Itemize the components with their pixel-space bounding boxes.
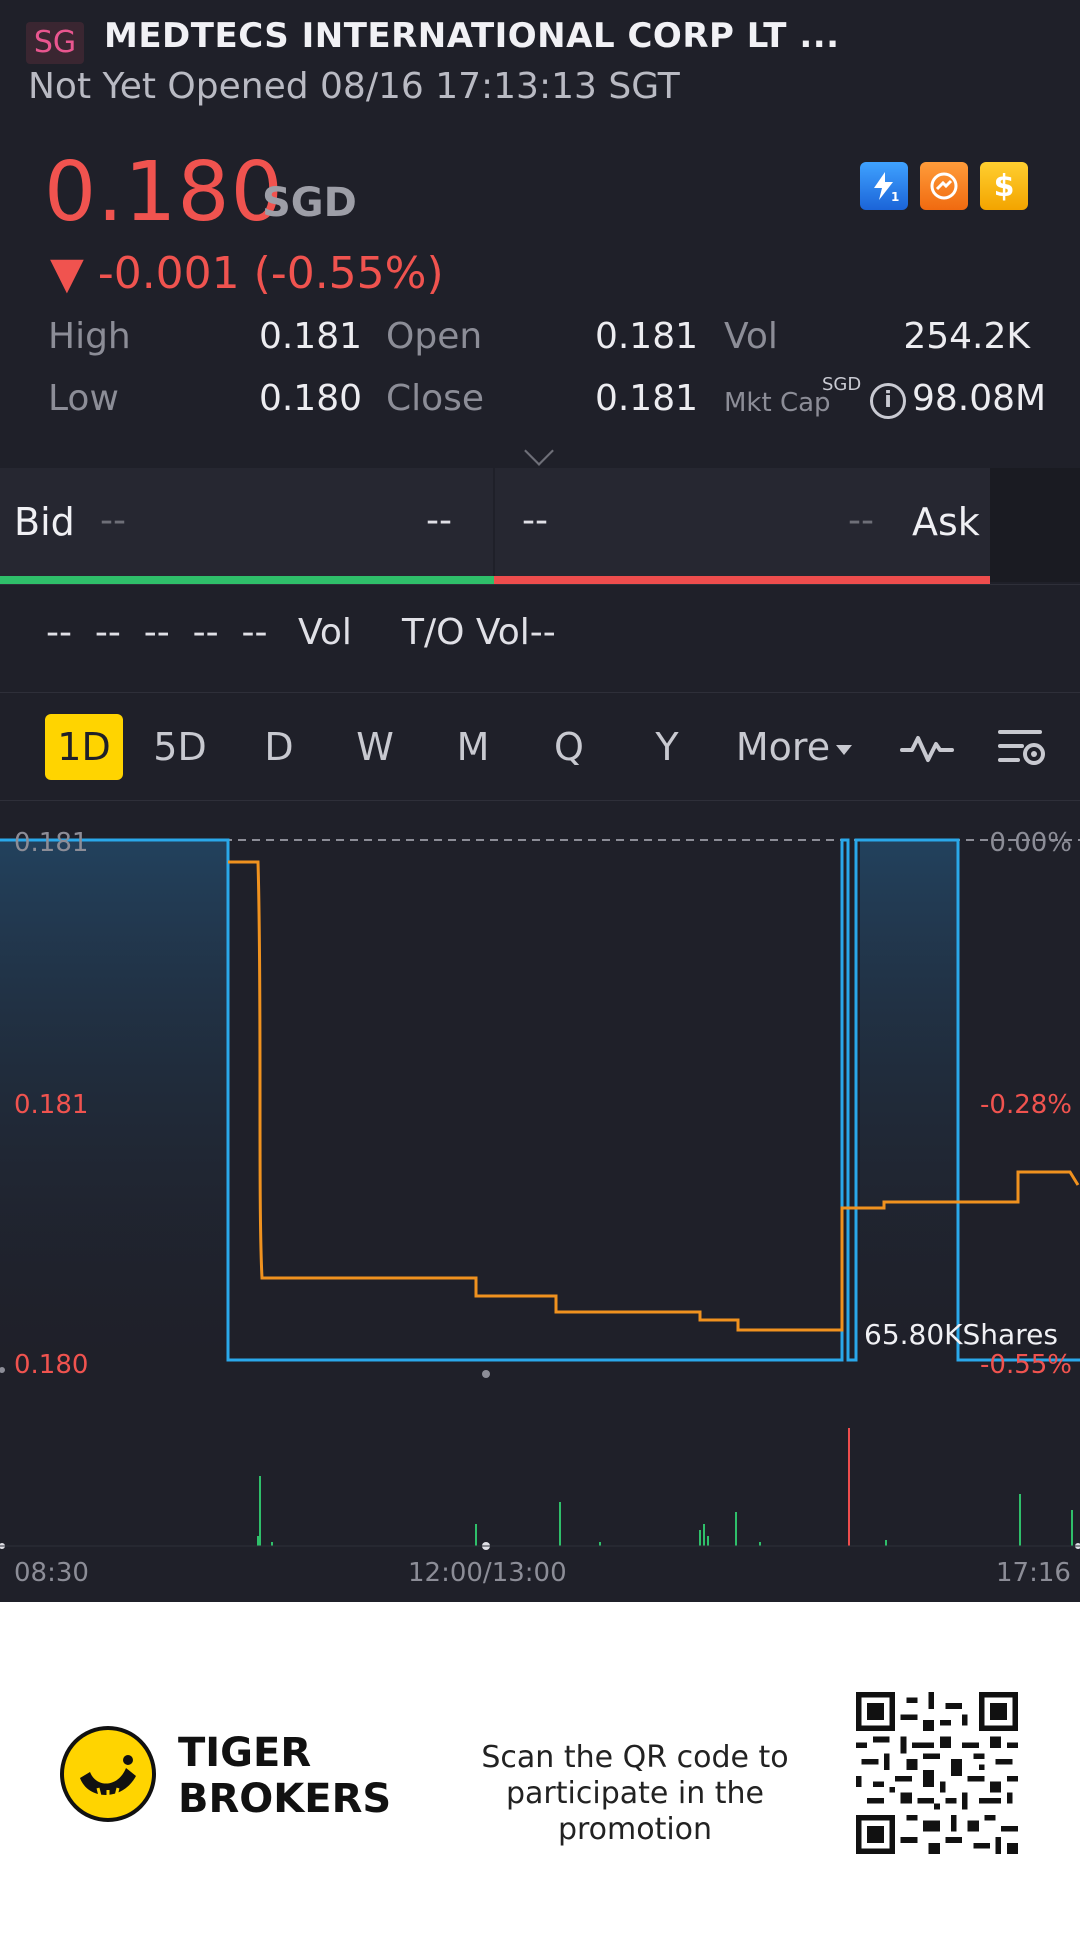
y-left-label-mid: 0.181 — [14, 1090, 89, 1120]
mktcap-label: Mkt Cap — [724, 388, 831, 418]
brand-line-2: BROKERS — [178, 1776, 392, 1822]
mktcap-currency: SGD — [822, 374, 862, 395]
bid-ask-edge — [990, 468, 1080, 582]
bid-bar — [0, 576, 494, 584]
bid-ask-panel — [0, 468, 990, 582]
axis-dot — [0, 1367, 5, 1373]
tab-5d[interactable]: 5D — [153, 725, 207, 769]
high-label: High — [48, 316, 131, 357]
x-label-open: 08:30 — [14, 1558, 89, 1588]
price-currency: SGD — [262, 180, 357, 226]
divider — [0, 692, 1080, 693]
caret-down-icon — [836, 744, 853, 755]
volume-bars — [257, 1428, 1073, 1546]
x-label-midday: 12:00/13:00 — [408, 1558, 567, 1588]
chevron-down-icon[interactable] — [524, 436, 554, 466]
price-fill-2 — [860, 840, 958, 1360]
last-price: 0.180 — [44, 145, 284, 240]
stock-name: MEDTECS INTERNATIONAL CORP LT ... — [104, 16, 840, 56]
promo-text: Scan the QR code to participate in the p… — [440, 1740, 830, 1848]
ask-price: -- — [848, 500, 874, 541]
bid-size: -- — [426, 500, 452, 541]
tab-q[interactable]: Q — [554, 725, 584, 769]
tab-m[interactable]: M — [456, 725, 490, 769]
bid-label: Bid — [14, 500, 75, 544]
price-change: ▼ -0.001 (-0.55%) — [50, 248, 444, 299]
dollar-icon[interactable]: $ — [980, 162, 1028, 210]
promo-line-1: Scan the QR code to — [481, 1740, 789, 1775]
svg-text:1: 1 — [891, 190, 899, 203]
qr-code[interactable] — [856, 1692, 1018, 1854]
close-label: Close — [386, 378, 485, 419]
trades-dashes: -- -- -- -- -- — [46, 612, 268, 653]
bid-ask-divider — [493, 468, 495, 576]
y-right-label-bottom: -0.55% — [980, 1350, 1072, 1380]
intraday-chart[interactable] — [0, 800, 1080, 1600]
divider — [0, 800, 1080, 801]
flash-1-icon[interactable]: 1 — [860, 162, 908, 210]
high-value: 0.181 — [258, 316, 362, 357]
market-badge: SG — [26, 22, 84, 64]
market-status: Not Yet Opened 08/16 17:13:13 SGT — [28, 66, 680, 107]
brand-line-1: TIGER — [178, 1730, 312, 1776]
open-label: Open — [386, 316, 483, 357]
close-value: 0.181 — [594, 378, 698, 419]
low-value: 0.180 — [258, 378, 362, 419]
low-label: Low — [48, 378, 119, 419]
open-value: 0.181 — [594, 316, 698, 357]
tiger-logo — [60, 1726, 156, 1822]
chart-settings-icon[interactable] — [996, 724, 1048, 776]
tab-d[interactable]: D — [264, 725, 294, 769]
average-line — [228, 860, 1080, 1332]
bid-price: -- — [100, 500, 126, 541]
price-fill-1 — [0, 840, 228, 1360]
indicator-icon[interactable] — [898, 726, 956, 772]
tab-y[interactable]: Y — [655, 725, 679, 769]
tab-more-label: More — [735, 725, 831, 769]
divider — [0, 584, 1080, 585]
y-left-label-bottom: 0.180 — [14, 1350, 89, 1380]
ask-bar — [494, 576, 990, 584]
trades-to-vol: T/O Vol-- — [402, 612, 556, 653]
ask-size: -- — [522, 500, 548, 541]
mktcap-value: 98.08M — [912, 378, 1047, 419]
vol-label: Vol — [724, 316, 778, 357]
trades-vol-label: Vol — [298, 612, 352, 653]
brand-name: TIGER BROKERS — [178, 1730, 391, 1822]
swap-icon[interactable] — [920, 162, 968, 210]
axis-dot — [482, 1370, 490, 1378]
price-line — [0, 838, 1080, 1362]
x-label-close: 17:16 — [996, 1558, 1071, 1588]
vol-value: 254.2K — [903, 316, 1030, 357]
y-left-label-top: 0.181 — [14, 828, 89, 858]
y-right-label-top: 0.00% — [989, 828, 1072, 858]
promo-line-2: participate in the promotion — [506, 1776, 764, 1847]
tab-w[interactable]: W — [356, 725, 394, 769]
y-right-label-mid: -0.28% — [980, 1090, 1072, 1120]
volume-annotation: 65.80KShares — [864, 1318, 1058, 1351]
info-icon[interactable]: i — [870, 383, 906, 419]
ask-label: Ask — [912, 500, 980, 544]
tab-1d[interactable]: 1D — [45, 714, 123, 780]
tab-more[interactable]: More — [728, 714, 860, 780]
